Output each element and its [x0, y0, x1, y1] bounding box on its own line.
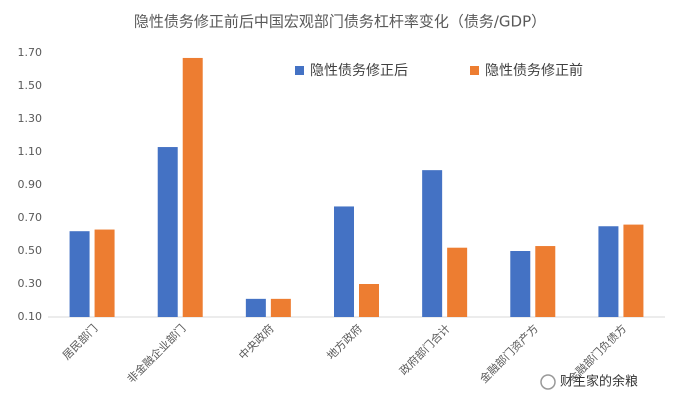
bar [510, 251, 531, 317]
y-tick-label: 1.10 [18, 145, 43, 158]
bar [157, 147, 178, 317]
watermark-icon [540, 374, 556, 390]
x-tick-label: 政府部门合计 [396, 321, 453, 378]
x-tick-label: 非金融企业部门 [124, 321, 188, 385]
watermark-text: 财主家的余粮 [560, 374, 638, 390]
bar [422, 170, 443, 317]
y-tick-label: 0.10 [18, 310, 43, 323]
bar [447, 247, 468, 317]
bar [598, 226, 619, 317]
bar [245, 298, 266, 317]
y-tick-label: 0.70 [18, 211, 43, 224]
x-tick-label: 金融部门资产方 [477, 321, 541, 385]
bar [359, 284, 379, 317]
bar [535, 246, 556, 317]
bar [182, 57, 203, 317]
chart-title: 隐性债务修正前后中国宏观部门债务杠杆率变化（债务/GDP） [134, 13, 546, 31]
bar [94, 229, 115, 317]
bar [334, 206, 354, 317]
y-tick-label: 0.50 [18, 244, 43, 257]
x-tick-label: 居民部门 [59, 321, 100, 362]
x-tick-label: 中央政府 [236, 321, 277, 362]
legend-label: 隐性债务修正后 [310, 63, 408, 79]
y-tick-label: 0.30 [18, 277, 43, 290]
bar [69, 231, 90, 317]
y-tick-label: 1.30 [18, 112, 43, 125]
y-tick-label: 1.70 [18, 46, 43, 59]
legend-label: 隐性债务修正前 [485, 62, 583, 79]
y-tick-label: 0.90 [18, 178, 43, 191]
bar [270, 298, 291, 317]
watermark: 财主家的余粮 [540, 374, 638, 390]
x-tick-label: 地方政府 [324, 321, 365, 362]
legend-swatch [295, 66, 304, 75]
legend-swatch [470, 66, 479, 75]
bar [623, 224, 644, 317]
y-tick-label: 1.50 [18, 79, 43, 92]
